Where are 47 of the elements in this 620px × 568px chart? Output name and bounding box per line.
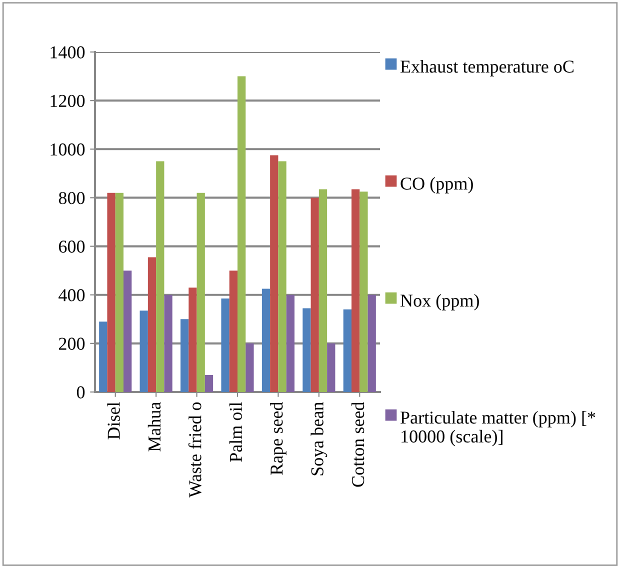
bar — [302, 308, 311, 392]
y-tick-label: 0 — [76, 386, 85, 398]
x-tick-label: Cotton seed — [351, 402, 364, 487]
bar — [221, 298, 230, 392]
legend-label: Nox (ppm) — [400, 294, 479, 310]
bar — [196, 192, 205, 392]
x-tick-label: Waste fried o — [188, 402, 202, 498]
bar — [148, 257, 156, 392]
bar — [238, 76, 246, 392]
x-tick-label: Soya bean — [310, 402, 328, 476]
bar — [107, 192, 116, 392]
bar — [124, 270, 132, 392]
x-tick-label: Palm oil — [229, 402, 242, 462]
bar — [164, 294, 172, 392]
bar — [270, 155, 278, 392]
x-tick-label: Disel — [107, 402, 120, 440]
bar — [115, 192, 124, 392]
y-tick-label: 200 — [58, 338, 85, 350]
bar — [318, 189, 328, 392]
x-tick-label: Mahua — [148, 402, 161, 452]
y-tick-label: 1400 — [50, 46, 85, 58]
bar — [352, 189, 360, 392]
legend-label: CO (ppm) — [400, 177, 473, 194]
legend-label: Exhaust temperature oC — [400, 60, 574, 76]
bar — [188, 288, 197, 392]
bar — [360, 192, 368, 392]
bar — [156, 161, 164, 392]
y-tick-label: 800 — [58, 192, 85, 204]
y-tick-label: 600 — [58, 240, 85, 253]
legend-label: Particulate matter (ppm) [* 10000 (scale)] — [400, 411, 596, 446]
bar — [310, 198, 319, 392]
bar — [180, 319, 189, 392]
bar — [204, 375, 214, 392]
bar — [327, 343, 336, 392]
y-tick-label: 1000 — [50, 143, 85, 156]
bar — [286, 294, 294, 392]
bar — [368, 294, 376, 392]
y-tick-label: 400 — [58, 289, 85, 302]
bar — [262, 288, 270, 392]
bar — [246, 343, 254, 392]
bar — [99, 322, 108, 392]
bar — [343, 309, 352, 392]
bar — [278, 161, 286, 392]
bar — [140, 310, 148, 392]
x-tick-label: Rape seed — [270, 402, 286, 475]
bar — [229, 270, 238, 392]
y-tick-label: 1200 — [50, 94, 85, 108]
